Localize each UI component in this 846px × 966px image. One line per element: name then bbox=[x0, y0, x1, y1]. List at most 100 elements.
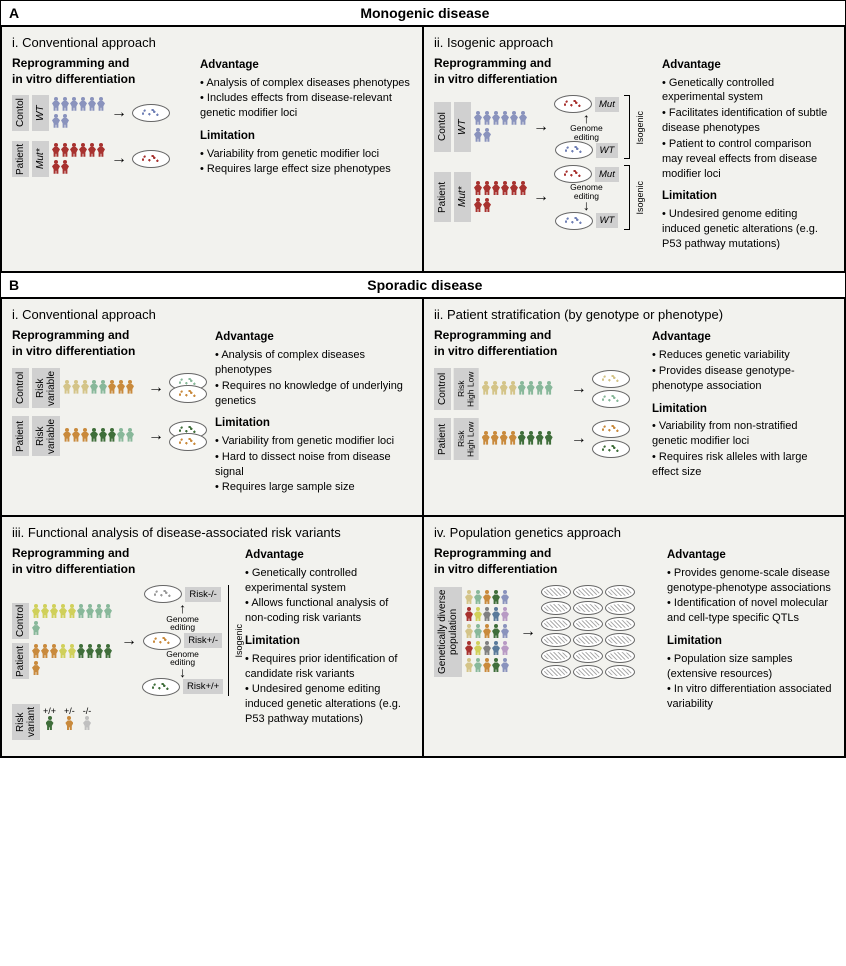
person-icon bbox=[483, 641, 491, 657]
panel-b-iii-diagram: Reprogramming and in vitro differentiati… bbox=[12, 546, 237, 744]
dish-icon bbox=[605, 601, 635, 615]
section-a-row: i. Conventional approach Reprogramming a… bbox=[1, 26, 845, 272]
person-icon bbox=[491, 381, 499, 397]
person-icon bbox=[483, 607, 491, 623]
person-icon bbox=[483, 181, 491, 197]
person-icon bbox=[501, 641, 509, 657]
person-icon bbox=[474, 641, 482, 657]
panel-a-ii-diagram: Reprogramming and in vitro differentiati… bbox=[434, 56, 654, 259]
person-icon bbox=[52, 114, 60, 130]
arrow-icon: → bbox=[109, 104, 129, 122]
arrow-icon: → bbox=[109, 150, 129, 168]
dish-icon bbox=[169, 385, 207, 403]
person-icon bbox=[482, 381, 490, 397]
person-icon bbox=[70, 97, 78, 113]
person-icon bbox=[501, 181, 509, 197]
panel-b-ii-diagram: Reprogramming and in vitro differentiati… bbox=[434, 328, 644, 487]
person-icon bbox=[492, 624, 500, 640]
person-icon bbox=[545, 381, 553, 397]
dish-stack bbox=[592, 370, 630, 408]
person-icon bbox=[501, 607, 509, 623]
person-icon bbox=[88, 143, 96, 159]
person-icon bbox=[500, 381, 508, 397]
person-icon bbox=[68, 604, 76, 620]
person-icon bbox=[483, 624, 491, 640]
person-icon bbox=[509, 431, 517, 447]
panel-b-iv-diagram: Reprogramming and in vitro differentiati… bbox=[434, 546, 659, 720]
person-icon bbox=[41, 604, 49, 620]
person-icon bbox=[41, 644, 49, 660]
person-icon bbox=[104, 644, 112, 660]
person-icon bbox=[492, 111, 500, 127]
dish-icon bbox=[592, 440, 630, 458]
person-icon bbox=[483, 111, 491, 127]
dish-icon bbox=[169, 433, 207, 451]
person-icon bbox=[465, 607, 473, 623]
person-icon bbox=[52, 143, 60, 159]
person-icon bbox=[52, 160, 60, 176]
population-people bbox=[465, 590, 515, 674]
dish-icon bbox=[573, 633, 603, 647]
panel-b-i-diagram: Reprogramming and in vitro differentiati… bbox=[12, 328, 207, 503]
dish-icon bbox=[541, 665, 571, 679]
person-icon bbox=[97, 97, 105, 113]
dish-icon bbox=[573, 649, 603, 663]
person-icon bbox=[465, 590, 473, 606]
control-label: Contol bbox=[12, 95, 29, 131]
dish-icon bbox=[555, 212, 593, 230]
person-icon bbox=[474, 607, 482, 623]
panel-b-iv: iv. Population genetics approach Reprogr… bbox=[423, 516, 845, 757]
person-icon bbox=[501, 624, 509, 640]
person-icon bbox=[52, 97, 60, 113]
person-icon bbox=[117, 428, 125, 444]
patient-label: Patient bbox=[434, 172, 451, 222]
panel-b-ii: ii. Patient stratification (by genotype … bbox=[423, 298, 845, 516]
bracket-icon bbox=[228, 585, 229, 695]
person-icon bbox=[501, 590, 509, 606]
person-icon bbox=[492, 590, 500, 606]
person-icon bbox=[63, 380, 71, 396]
dish-icon bbox=[142, 678, 180, 696]
person-icon bbox=[61, 143, 69, 159]
panel-a-i-diagram: Reprogramming and in vitro differentiati… bbox=[12, 56, 192, 185]
person-icon bbox=[104, 604, 112, 620]
control-sub: WT bbox=[32, 95, 49, 131]
bracket-icon bbox=[624, 165, 630, 229]
section-b-header: B Sporadic disease bbox=[1, 272, 845, 298]
person-icon bbox=[501, 111, 509, 127]
dish-icon bbox=[555, 141, 593, 159]
person-icon bbox=[68, 644, 76, 660]
dish-icon bbox=[573, 585, 603, 599]
person-icon bbox=[465, 624, 473, 640]
person-icon bbox=[99, 380, 107, 396]
person-icon bbox=[46, 716, 54, 732]
patient-sub: Mut* bbox=[454, 172, 471, 222]
bracket-icon bbox=[624, 95, 630, 159]
person-icon bbox=[474, 181, 482, 197]
panel-a-i: i. Conventional approach Reprogramming a… bbox=[1, 26, 423, 272]
person-icon bbox=[61, 160, 69, 176]
person-icon bbox=[483, 590, 491, 606]
person-icon bbox=[527, 381, 535, 397]
dish-icon bbox=[144, 585, 182, 603]
person-icon bbox=[79, 97, 87, 113]
control-people bbox=[63, 380, 143, 396]
section-b-tag: B bbox=[9, 277, 27, 293]
patient-people bbox=[482, 431, 566, 447]
person-icon bbox=[474, 658, 482, 674]
dish-icon bbox=[132, 150, 170, 168]
person-icon bbox=[536, 381, 544, 397]
person-icon bbox=[483, 658, 491, 674]
person-icon bbox=[465, 641, 473, 657]
dish-icon bbox=[605, 633, 635, 647]
dish-icon bbox=[541, 649, 571, 663]
person-icon bbox=[509, 381, 517, 397]
dish-icon bbox=[592, 420, 630, 438]
person-icon bbox=[545, 431, 553, 447]
patient-people bbox=[52, 143, 106, 176]
person-icon bbox=[492, 641, 500, 657]
person-icon bbox=[50, 644, 58, 660]
panel-a-ii: ii. Isogenic approach Reprogramming and … bbox=[423, 26, 845, 272]
dish-grid bbox=[541, 585, 635, 679]
person-icon bbox=[510, 111, 518, 127]
